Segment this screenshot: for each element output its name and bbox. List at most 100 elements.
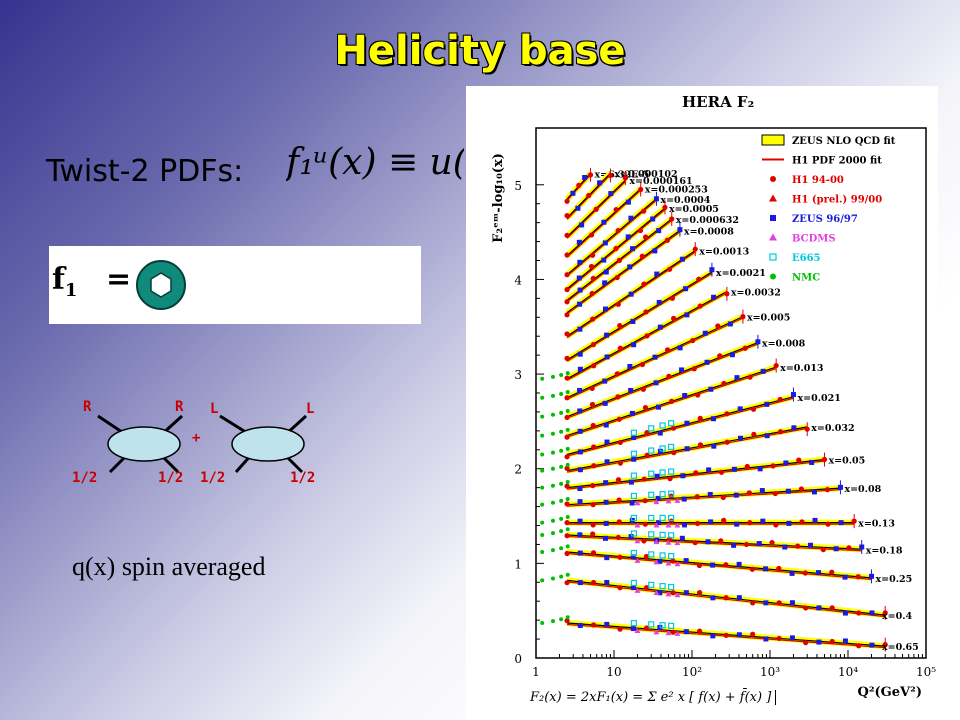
h1-data-point xyxy=(564,272,570,278)
series-label: x=0.021 xyxy=(797,393,840,404)
h1-data-point xyxy=(718,469,725,475)
zeus-data-point xyxy=(789,600,795,606)
zeus-data-point xyxy=(706,467,712,473)
h1-data-point xyxy=(776,600,782,606)
series-label: x=0.08 xyxy=(844,484,881,495)
legend-label: BCDMS xyxy=(792,234,836,245)
nmc-data-point xyxy=(550,431,555,436)
e665-data-point xyxy=(648,470,655,477)
zeus-data-point xyxy=(702,330,708,336)
h1-data-point xyxy=(643,309,649,315)
h1-data-point xyxy=(770,463,776,469)
bcdms-data-point xyxy=(634,557,641,563)
nmc-data-point xyxy=(540,520,545,525)
nmc-data-point xyxy=(565,427,570,432)
e665-data-point xyxy=(648,581,655,588)
e665-data-point xyxy=(648,551,655,558)
zeus-data-point xyxy=(603,480,609,486)
zeus-data-point xyxy=(711,443,717,449)
h1-data-point xyxy=(591,463,597,469)
zeus-data-point xyxy=(682,393,688,399)
zeus-data-point xyxy=(684,420,690,426)
h1-data-point xyxy=(591,444,597,450)
nmc-data-point xyxy=(550,412,555,417)
nmc-data-point xyxy=(559,574,564,579)
bcdms-data-point xyxy=(674,592,681,598)
nmc-data-point xyxy=(550,531,555,536)
h1-data-point xyxy=(746,490,752,496)
h1-data-point xyxy=(670,425,677,431)
nmc-data-point xyxy=(565,615,570,620)
zeus-data-point xyxy=(627,363,633,369)
h1-data-point xyxy=(637,227,644,234)
h1-data-point xyxy=(750,600,756,606)
h1-data-point xyxy=(642,498,648,504)
zeus-data-point xyxy=(711,416,717,422)
zeus-fit-line xyxy=(566,551,872,579)
zeus-data-point xyxy=(602,400,608,406)
h1-data-point xyxy=(825,521,831,527)
h1-data-point xyxy=(564,287,570,293)
zeus-data-point xyxy=(575,205,581,211)
h1-data-point xyxy=(697,628,703,634)
zeus-data-point xyxy=(579,222,585,228)
h1-data-point xyxy=(617,460,624,466)
h1-data-point xyxy=(617,626,623,632)
nmc-data-point xyxy=(540,485,545,490)
f1-symbol: f1 xyxy=(52,262,77,301)
zeus-data-point xyxy=(791,425,797,431)
zeus-data-point xyxy=(657,590,663,596)
x-tick-label: 10 xyxy=(606,665,621,679)
nmc-data-point xyxy=(559,391,564,396)
e665-data-point xyxy=(630,429,638,436)
h1-data-point xyxy=(613,206,619,213)
diagram-blob xyxy=(231,426,305,462)
nmc-data-point xyxy=(559,448,564,453)
nmc-data-point xyxy=(550,576,555,581)
zeus-data-point xyxy=(679,535,685,541)
zeus-data-point xyxy=(736,561,742,567)
h1-data-point xyxy=(564,483,570,489)
h1-data-point xyxy=(749,566,755,572)
h1-data-point xyxy=(641,281,647,287)
helicity-diagram xyxy=(97,414,308,474)
legend-label: E665 xyxy=(792,253,821,264)
zeus-data-point xyxy=(756,541,762,547)
zeus-data-point xyxy=(734,375,740,381)
h1-data-point xyxy=(669,295,676,301)
diagram-label-top: L xyxy=(306,401,315,417)
nmc-data-point xyxy=(565,514,570,519)
y-axis-label: F₂ᵉᵐ-log₁₀(x) xyxy=(491,153,506,243)
zeus-data-point xyxy=(736,595,742,601)
h1-data-point xyxy=(694,494,700,500)
zeus-data-point xyxy=(789,635,795,641)
e665-data-point xyxy=(659,582,666,590)
h1-data-point xyxy=(723,562,729,568)
h1-data-point xyxy=(590,550,597,556)
nmc-data-point xyxy=(565,572,570,577)
diagram-label-bottom: 1/2 xyxy=(290,470,316,486)
zeus-data-point xyxy=(577,287,583,293)
series-label: x=0.000161 xyxy=(629,176,692,187)
zeus-data-point xyxy=(577,580,583,586)
h1-data-point xyxy=(590,422,596,429)
plot-title: HERA F₂ xyxy=(682,93,755,111)
zeus-data-point xyxy=(838,520,844,526)
h1-data-point xyxy=(796,457,802,463)
h1-data-point xyxy=(590,622,597,628)
zeus-data-point xyxy=(711,294,717,300)
zeus-data-point xyxy=(684,312,690,318)
h1-data-point xyxy=(720,494,726,501)
e665-data-point xyxy=(659,445,666,452)
e665-data-point xyxy=(659,514,666,522)
zeus-fit-line xyxy=(566,229,681,314)
zeus-data-point xyxy=(577,326,583,332)
zeus-data-point xyxy=(628,479,634,485)
zeus-data-point xyxy=(601,219,607,225)
zeus-data-point xyxy=(807,542,813,548)
h1-data-point xyxy=(750,406,757,412)
h1-data-point xyxy=(591,363,597,369)
bcdms-data-point xyxy=(674,522,681,528)
h1-data-point xyxy=(690,337,696,344)
h1-data-point xyxy=(641,476,647,482)
